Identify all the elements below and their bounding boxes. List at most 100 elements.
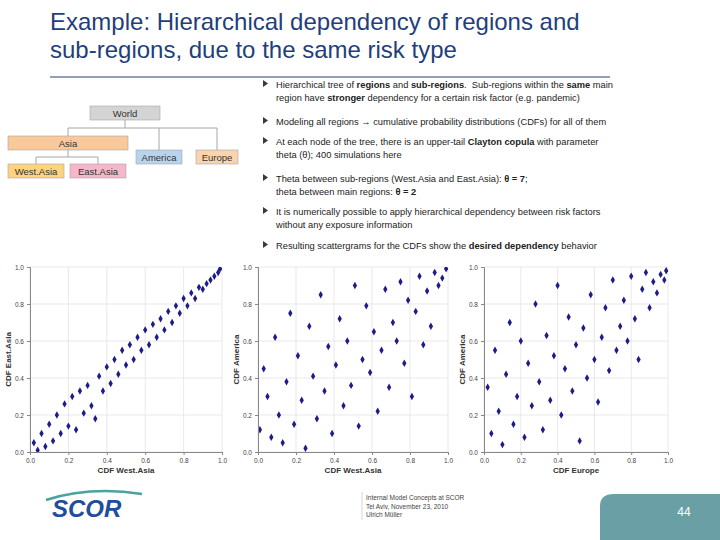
point [574, 341, 578, 348]
grid-line-y [30, 378, 222, 379]
tick-label: 0.8 [243, 301, 252, 308]
point [647, 304, 651, 311]
point [303, 445, 307, 452]
bullet-marker [263, 241, 268, 248]
grid-line-x [334, 267, 335, 452]
chart: 0.00.20.40.60.81.00.00.20.40.60.81.0CDF … [4, 264, 227, 475]
tick: 0.6 [15, 338, 30, 345]
tick-label: 0.2 [469, 412, 478, 419]
point [36, 446, 40, 452]
bullet-text: region have [276, 93, 327, 103]
grid-line-y [484, 378, 668, 379]
point [625, 337, 629, 344]
point [398, 278, 402, 285]
plot-area [258, 267, 448, 452]
tick-mark [184, 452, 185, 455]
y-axis-title: CDF America [458, 334, 467, 384]
point [581, 324, 585, 331]
tick-mark [27, 304, 30, 305]
point [655, 289, 659, 296]
point [548, 396, 552, 403]
tick: 0.2 [469, 412, 484, 419]
tree-node [196, 150, 238, 164]
point [262, 365, 266, 372]
point [101, 387, 105, 394]
tick-label: 1.0 [664, 457, 673, 464]
tick-mark [27, 415, 30, 416]
tick-label: 0.4 [469, 375, 478, 382]
point [522, 433, 526, 440]
tick: 0.6 [141, 452, 150, 464]
tick: 0.2 [243, 412, 258, 419]
point [265, 393, 269, 400]
bullet-text: desired dependency [469, 241, 560, 251]
point [269, 433, 273, 440]
bullet-marker [263, 137, 268, 144]
bullet-text: behavior [559, 241, 597, 251]
tick-label: 0.4 [554, 457, 563, 464]
bullet-text: Clayton copula [468, 137, 535, 147]
bullet-line: theta (θ); 400 simulations here [276, 150, 402, 160]
tree-node-label: World [113, 108, 138, 119]
tick-mark [27, 378, 30, 379]
tick-label: 1.0 [243, 264, 252, 271]
grid-line-x [520, 267, 521, 452]
tick: 0.2 [517, 452, 526, 464]
point [181, 295, 185, 302]
point [311, 372, 315, 379]
tree-connector [217, 128, 218, 150]
point [614, 347, 618, 354]
point [162, 326, 166, 333]
point [120, 347, 124, 354]
point [345, 337, 349, 344]
tick-label: 0.4 [103, 457, 112, 464]
grid-line-y [258, 341, 448, 342]
tick: 0.8 [469, 301, 484, 308]
tick-mark [631, 452, 632, 455]
tree-connector [125, 120, 126, 128]
point [197, 284, 201, 291]
point [436, 282, 440, 289]
tick-mark [255, 378, 258, 379]
tick-mark [145, 452, 146, 455]
bullet-marker [263, 80, 268, 87]
tick: 0.4 [330, 452, 339, 464]
tick-mark [255, 341, 258, 342]
tick-mark [255, 452, 258, 453]
point [486, 384, 490, 391]
tree-connector [36, 157, 37, 164]
x-axis: 0.00.20.40.60.81.0 [254, 452, 453, 464]
point [533, 300, 537, 307]
point [155, 334, 159, 341]
tick-label: 0.8 [469, 301, 478, 308]
tree-node [70, 164, 126, 178]
point [330, 430, 334, 437]
tick-label: 0.8 [15, 301, 24, 308]
bullet-marker [263, 117, 268, 124]
points [32, 267, 222, 452]
point [611, 276, 615, 283]
point [563, 365, 567, 372]
bullet-line: theta between main regions: θ = 2 [276, 187, 416, 197]
point [85, 382, 89, 389]
tick-mark [222, 452, 223, 455]
point [212, 273, 216, 280]
grid-line-x [372, 267, 373, 452]
tree-node [8, 136, 128, 150]
tree-node-label: America [142, 152, 178, 163]
point [414, 308, 418, 315]
bullet-line: Theta between sub-regions (West.Asia and… [276, 174, 528, 184]
point [651, 278, 655, 285]
plot-area [30, 267, 222, 452]
axis-line [255, 268, 259, 453]
bullet-text: Hierarchical tree of [276, 80, 357, 90]
point [178, 310, 182, 317]
tick: 0.0 [15, 449, 30, 456]
point [300, 396, 304, 403]
point [97, 372, 101, 379]
point [322, 387, 326, 394]
tick-label: 0.6 [243, 338, 252, 345]
point [383, 285, 387, 292]
bullet-text: θ = 2 [395, 187, 416, 197]
bullet-text: same [566, 80, 590, 90]
